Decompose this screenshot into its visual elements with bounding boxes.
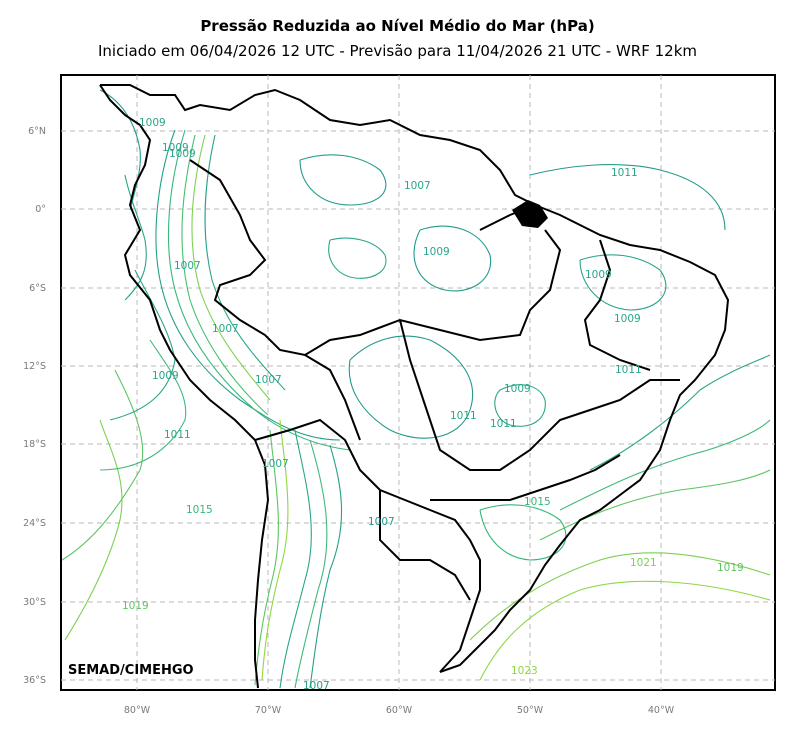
isobar-label: 1019	[122, 600, 149, 612]
lat-label: 36°S	[23, 675, 46, 686]
lon-label: 40°W	[648, 705, 675, 716]
lat-label: 30°S	[23, 597, 46, 608]
isobar-label: 1009	[504, 383, 531, 395]
isobar-label: 1009	[162, 142, 189, 154]
lon-label: 50°W	[517, 705, 544, 716]
longitude-labels: 80°W 70°W 60°W 50°W 40°W	[124, 705, 675, 716]
isobar-label: 1007	[262, 458, 289, 470]
credit-label: SEMAD/CIMEHGO	[68, 663, 194, 678]
isobar-label: 1021	[630, 557, 657, 569]
isobar-label: 1009	[614, 313, 641, 325]
map-subtitle: Iniciado em 06/04/2026 12 UTC - Previsão…	[97, 42, 698, 60]
country-borders	[99, 84, 730, 689]
lat-label: 12°S	[23, 361, 46, 372]
isobar-label: 1011	[615, 364, 642, 376]
lat-label: 24°S	[23, 518, 46, 529]
isobar-label: 1007	[174, 260, 201, 272]
isobar-label: 1019	[717, 562, 744, 574]
isobar-label: 1009	[139, 117, 166, 129]
map-title: Pressão Reduzida ao Nível Médio do Mar (…	[200, 17, 595, 35]
isobar-label: 1011	[450, 410, 477, 422]
isobar-label: 1007	[255, 374, 282, 386]
isobar-label: 1009	[152, 370, 179, 382]
isobar-label: 1007	[212, 323, 239, 335]
isobar-label: 1007	[404, 180, 431, 192]
isobar-label: 1007	[368, 516, 395, 528]
lon-label: 70°W	[255, 705, 282, 716]
isobar-label: 1023	[511, 665, 538, 677]
isobar-label: 1009	[585, 269, 612, 281]
isobar-label: 1009	[423, 246, 450, 258]
lat-label: 0°	[35, 204, 46, 215]
lon-label: 80°W	[124, 705, 151, 716]
isobar-label: 1015	[524, 496, 551, 508]
isobar-label: 1009	[169, 148, 196, 160]
isobar-label: 1011	[490, 418, 517, 430]
latitude-labels: 6°N 0° 6°S 12°S 18°S 24°S 30°S 36°S	[23, 126, 46, 686]
isobar-contours	[61, 89, 771, 689]
isobar-label: 1011	[164, 429, 191, 441]
isobar-label: 1015	[186, 504, 213, 516]
lat-label: 18°S	[23, 439, 46, 450]
lat-label: 6°S	[29, 283, 46, 294]
lat-label: 6°N	[28, 126, 46, 137]
isobar-label: 1007	[303, 680, 330, 692]
isobar-label: 1011	[611, 167, 638, 179]
lon-label: 60°W	[386, 705, 413, 716]
amazon-delta	[512, 200, 548, 228]
